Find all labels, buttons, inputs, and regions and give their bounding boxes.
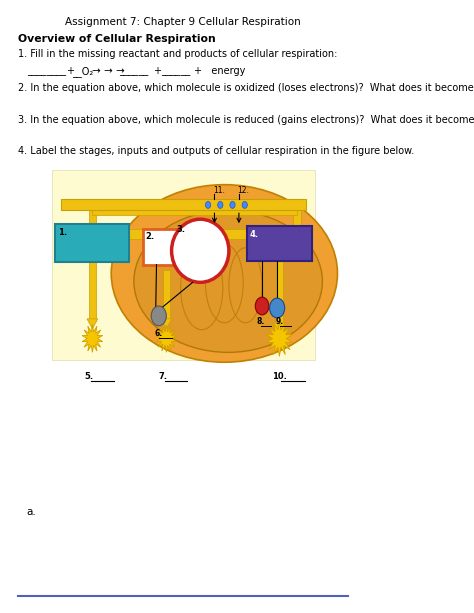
Text: 2.: 2.	[145, 232, 155, 241]
Circle shape	[230, 202, 235, 208]
Text: +: +	[153, 66, 161, 76]
Circle shape	[151, 306, 166, 326]
Polygon shape	[82, 325, 103, 352]
FancyBboxPatch shape	[163, 270, 170, 319]
Text: Assignment 7: Chapter 9 Cellular Respiration: Assignment 7: Chapter 9 Cellular Respira…	[65, 17, 301, 27]
Text: +   energy: + energy	[194, 66, 246, 76]
Text: 3. In the equation above, which molecule is reduced (gains electrons)?  What doe: 3. In the equation above, which molecule…	[18, 115, 474, 124]
Circle shape	[242, 202, 247, 208]
Text: 4.: 4.	[250, 230, 259, 239]
FancyBboxPatch shape	[53, 170, 315, 360]
FancyBboxPatch shape	[143, 229, 178, 265]
Polygon shape	[273, 323, 285, 333]
Polygon shape	[161, 319, 172, 329]
FancyBboxPatch shape	[293, 199, 301, 239]
Text: 7.: 7.	[159, 372, 168, 381]
Text: 5.: 5.	[85, 372, 94, 381]
FancyBboxPatch shape	[62, 199, 306, 210]
Ellipse shape	[134, 210, 322, 352]
Text: Overview of Cellular Respiration: Overview of Cellular Respiration	[18, 34, 216, 44]
Polygon shape	[156, 325, 177, 352]
Text: __O₂: __O₂	[72, 66, 93, 77]
Text: 9.: 9.	[276, 317, 284, 326]
FancyBboxPatch shape	[92, 205, 297, 215]
Text: 1.: 1.	[58, 228, 68, 237]
Text: 8.: 8.	[256, 317, 264, 326]
FancyBboxPatch shape	[129, 229, 301, 239]
FancyBboxPatch shape	[247, 226, 312, 261]
Ellipse shape	[111, 185, 337, 362]
Text: 4. Label the stages, inputs and outputs of cellular respiration in the figure be: 4. Label the stages, inputs and outputs …	[18, 147, 414, 156]
Circle shape	[218, 202, 223, 208]
Text: 6.: 6.	[154, 329, 163, 338]
Text: 1. Fill in the missing reactant and products of cellular respiration:: 1. Fill in the missing reactant and prod…	[18, 48, 337, 59]
Circle shape	[255, 297, 269, 315]
Text: ________: ________	[27, 66, 66, 76]
FancyBboxPatch shape	[55, 224, 129, 262]
Text: 3.: 3.	[176, 225, 185, 234]
Text: 2. In the equation above, which molecule is oxidized (loses electrons)?  What do: 2. In the equation above, which molecule…	[18, 83, 474, 93]
FancyBboxPatch shape	[89, 210, 96, 224]
Circle shape	[205, 202, 211, 208]
Text: 11.: 11.	[213, 186, 225, 195]
Text: ______: ______	[161, 66, 190, 76]
FancyBboxPatch shape	[89, 262, 96, 319]
FancyBboxPatch shape	[276, 261, 283, 323]
Circle shape	[270, 298, 285, 318]
Ellipse shape	[172, 219, 229, 283]
Text: → → →: → → →	[91, 66, 124, 76]
Text: 12.: 12.	[237, 186, 249, 195]
Text: ______: ______	[119, 66, 148, 76]
Text: a.: a.	[27, 507, 36, 517]
Text: +: +	[66, 66, 74, 76]
Polygon shape	[87, 319, 98, 329]
Text: 10.: 10.	[272, 372, 287, 381]
Polygon shape	[266, 321, 292, 356]
